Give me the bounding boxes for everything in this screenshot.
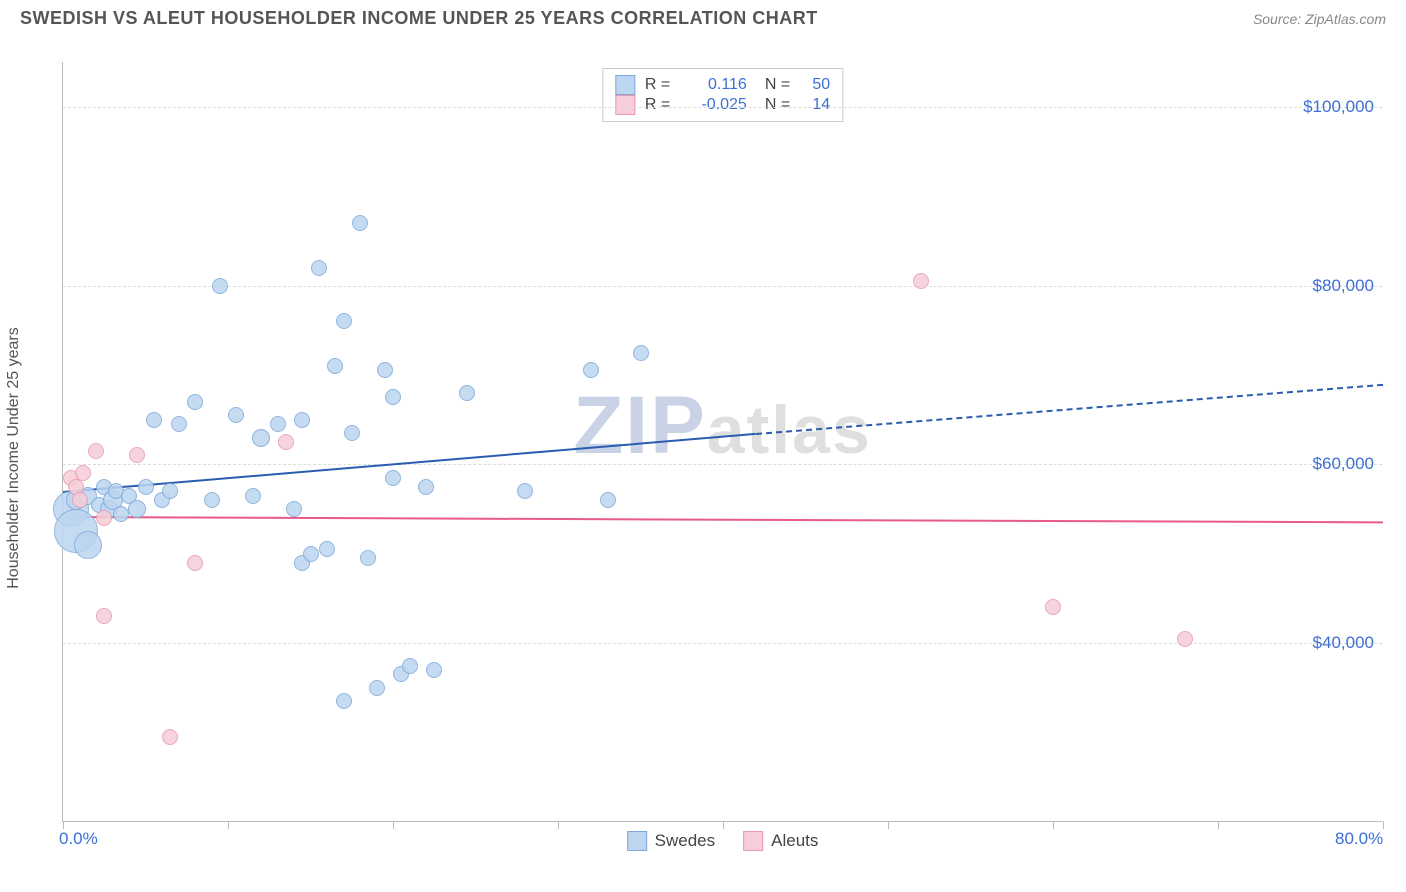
- y-tick-label: $40,000: [1313, 633, 1374, 653]
- n-value-aleuts: 14: [800, 96, 830, 114]
- data-point-swedes: [344, 425, 360, 441]
- trendline: [756, 384, 1383, 435]
- data-point-swedes: [352, 215, 368, 231]
- swatch-swedes-icon: [627, 831, 647, 851]
- data-point-swedes: [583, 362, 599, 378]
- n-value-swedes: 50: [800, 76, 830, 94]
- x-tick: [393, 821, 394, 829]
- data-point-swedes: [74, 531, 102, 559]
- trendline: [63, 516, 1383, 523]
- data-point-aleuts: [75, 465, 91, 481]
- x-tick: [1218, 821, 1219, 829]
- data-point-aleuts: [913, 273, 929, 289]
- r-label: R =: [645, 96, 677, 114]
- data-point-swedes: [600, 492, 616, 508]
- data-point-swedes: [517, 483, 533, 499]
- series-legend: Swedes Aleuts: [627, 831, 819, 851]
- data-point-swedes: [336, 693, 352, 709]
- legend-item-aleuts: Aleuts: [743, 831, 818, 851]
- data-point-swedes: [187, 394, 203, 410]
- data-point-swedes: [171, 416, 187, 432]
- data-point-aleuts: [1045, 599, 1061, 615]
- plot-area: ZIPatlas R = 0.116 N = 50 R = -0.025 N =…: [62, 62, 1382, 822]
- data-point-swedes: [294, 412, 310, 428]
- data-point-swedes: [426, 662, 442, 678]
- data-point-aleuts: [187, 555, 203, 571]
- y-axis-label: Householder Income Under 25 years: [5, 327, 23, 588]
- x-tick: [888, 821, 889, 829]
- data-point-swedes: [402, 658, 418, 674]
- r-label: R =: [645, 76, 677, 94]
- data-point-swedes: [418, 479, 434, 495]
- chart-container: Householder Income Under 25 years ZIPatl…: [20, 48, 1386, 868]
- n-label: N =: [765, 96, 790, 114]
- data-point-aleuts: [1177, 631, 1193, 647]
- r-value-aleuts: -0.025: [687, 96, 747, 114]
- data-point-swedes: [377, 362, 393, 378]
- x-tick: [723, 821, 724, 829]
- x-tick-label: 0.0%: [59, 829, 98, 849]
- legend-label-swedes: Swedes: [655, 831, 715, 851]
- data-point-swedes: [138, 479, 154, 495]
- swatch-swedes-icon: [615, 75, 635, 95]
- watermark: ZIPatlas: [573, 379, 872, 473]
- legend-row-swedes: R = 0.116 N = 50: [615, 75, 830, 95]
- y-tick-label: $60,000: [1313, 454, 1374, 474]
- x-tick: [63, 821, 64, 829]
- r-value-swedes: 0.116: [687, 76, 747, 94]
- data-point-swedes: [146, 412, 162, 428]
- data-point-swedes: [336, 313, 352, 329]
- data-point-swedes: [385, 389, 401, 405]
- data-point-swedes: [459, 385, 475, 401]
- legend-row-aleuts: R = -0.025 N = 14: [615, 95, 830, 115]
- x-tick-label: 80.0%: [1335, 829, 1383, 849]
- watermark-zip: ZIP: [573, 380, 707, 471]
- data-point-swedes: [252, 429, 270, 447]
- legend-item-swedes: Swedes: [627, 831, 715, 851]
- data-point-swedes: [633, 345, 649, 361]
- data-point-swedes: [162, 483, 178, 499]
- data-point-aleuts: [162, 729, 178, 745]
- data-point-aleuts: [72, 492, 88, 508]
- data-point-swedes: [369, 680, 385, 696]
- data-point-aleuts: [96, 608, 112, 624]
- data-point-swedes: [286, 501, 302, 517]
- gridline: [63, 464, 1382, 465]
- y-tick-label: $80,000: [1313, 276, 1374, 296]
- data-point-swedes: [385, 470, 401, 486]
- n-label: N =: [765, 76, 790, 94]
- data-point-swedes: [128, 500, 146, 518]
- data-point-aleuts: [278, 434, 294, 450]
- x-tick: [1053, 821, 1054, 829]
- data-point-swedes: [327, 358, 343, 374]
- x-tick: [228, 821, 229, 829]
- data-point-swedes: [311, 260, 327, 276]
- data-point-swedes: [204, 492, 220, 508]
- chart-title: SWEDISH VS ALEUT HOUSEHOLDER INCOME UNDE…: [20, 8, 818, 29]
- data-point-aleuts: [88, 443, 104, 459]
- data-point-swedes: [303, 546, 319, 562]
- chart-source: Source: ZipAtlas.com: [1253, 11, 1386, 27]
- swatch-aleuts-icon: [615, 95, 635, 115]
- x-tick: [558, 821, 559, 829]
- gridline: [63, 107, 1382, 108]
- data-point-swedes: [360, 550, 376, 566]
- x-tick: [1383, 821, 1384, 829]
- data-point-aleuts: [96, 510, 112, 526]
- data-point-aleuts: [129, 447, 145, 463]
- gridline: [63, 286, 1382, 287]
- correlation-legend: R = 0.116 N = 50 R = -0.025 N = 14: [602, 68, 843, 122]
- swatch-aleuts-icon: [743, 831, 763, 851]
- legend-label-aleuts: Aleuts: [771, 831, 818, 851]
- data-point-swedes: [228, 407, 244, 423]
- data-point-swedes: [212, 278, 228, 294]
- y-tick-label: $100,000: [1303, 97, 1374, 117]
- data-point-swedes: [245, 488, 261, 504]
- data-point-swedes: [113, 506, 129, 522]
- data-point-swedes: [319, 541, 335, 557]
- data-point-swedes: [270, 416, 286, 432]
